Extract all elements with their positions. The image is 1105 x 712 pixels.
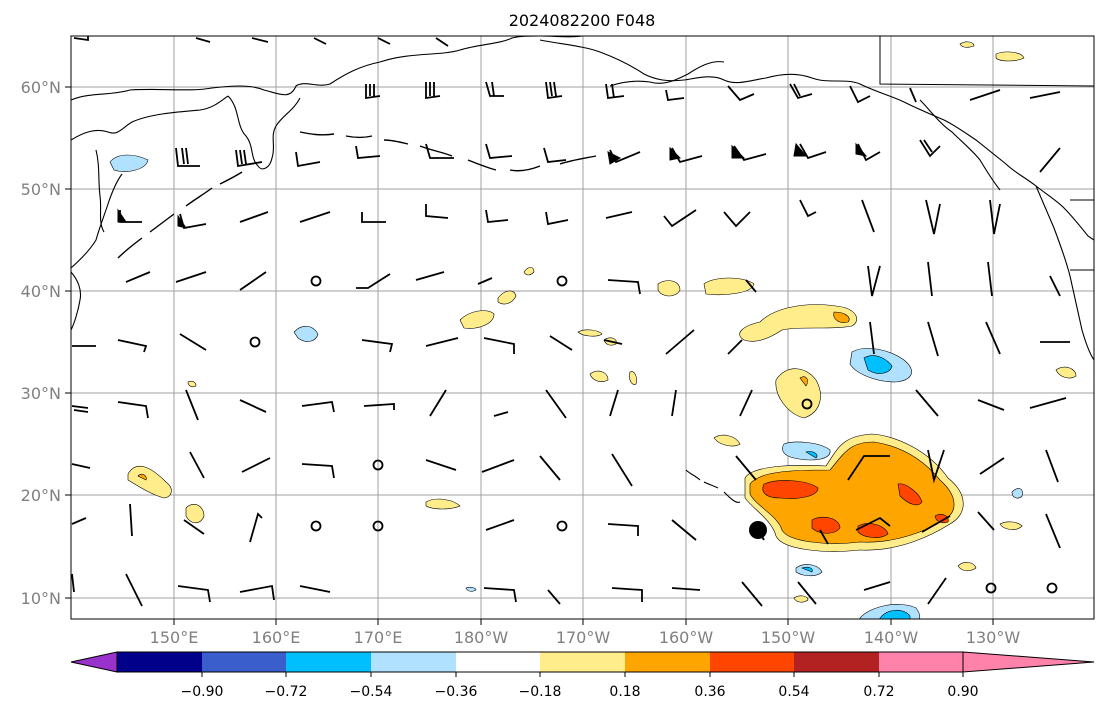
lon-label: 180°W [454, 628, 509, 647]
latitude-labels: 60°N 50°N 40°N 30°N 20°N 10°N [21, 78, 61, 608]
anomaly-max-c [811, 516, 841, 534]
island-chain-kuril [117, 171, 243, 259]
colorbar-tick-label: −0.72 [265, 684, 308, 700]
lon-label: 160°E [252, 628, 301, 647]
positive-anomaly-contours [127, 41, 1077, 603]
coast-japan-b [71, 271, 82, 331]
anomaly-max-e [934, 514, 949, 524]
colorbar-extend-low [70, 651, 118, 673]
anomaly-region-ne [739, 304, 857, 342]
colorbar-tick-label: 0.54 [778, 684, 809, 700]
coast-se-alaska [919, 99, 1001, 191]
colorbar-tick-label: −0.90 [181, 684, 224, 700]
colorbar-segment [625, 652, 710, 672]
colorbar-segment [794, 652, 879, 672]
lon-label: 160°W [659, 628, 714, 647]
colorbar-extend-high [962, 651, 1095, 673]
colorbar-segment [371, 652, 456, 672]
island-chain-aleutian [299, 131, 597, 172]
anomaly-region-north [775, 368, 821, 419]
negative-anomaly-contours [109, 154, 1023, 619]
colorbar-segment [202, 652, 286, 672]
colorbar-tick-label: 0.72 [863, 684, 894, 700]
lat-label: 20°N [21, 486, 61, 505]
coast-japan [71, 173, 123, 269]
coast-canada [1035, 185, 1094, 361]
lat-label: 50°N [21, 180, 61, 199]
colorbar-tick-label: 0.18 [609, 684, 640, 700]
lon-label: 150°W [761, 628, 816, 647]
lat-label: 40°N [21, 282, 61, 301]
islands [117, 131, 597, 259]
colorbar-segment [117, 652, 202, 672]
anomaly-region-ne-core [833, 311, 850, 323]
lat-label: 30°N [21, 384, 61, 403]
anomaly-region-main-core [749, 441, 955, 544]
anomaly-max-a [762, 480, 819, 499]
coast-sea-of-okhotsk [71, 95, 229, 141]
wind-barbs [71, 36, 1070, 607]
colorbar-segment [540, 652, 625, 672]
anomaly-region-north-core [799, 376, 808, 387]
lon-label: 130°W [966, 628, 1021, 647]
colorbar-segment [456, 652, 540, 672]
lat-label: 10°N [21, 589, 61, 608]
colorbar-tick-label: −0.18 [519, 684, 562, 700]
plot-area [71, 36, 1094, 619]
lon-label: 140°W [864, 628, 919, 647]
coastlines [71, 36, 1094, 503]
colorbar-segment [879, 652, 963, 672]
colorbar-tick-label: −0.54 [350, 684, 393, 700]
map-title: 2024082200 F048 [509, 11, 656, 30]
coast-alaska [539, 39, 1094, 241]
borders [879, 36, 1094, 271]
lon-label: 170°W [556, 628, 611, 647]
anomaly-max-b [897, 483, 923, 506]
colorbar-segment [286, 652, 371, 672]
longitude-labels: 150°E 160°E 170°E 180°W 170°W 160°W 150°… [150, 628, 1021, 647]
gridlines [71, 36, 1094, 619]
coast-peninsula [609, 61, 725, 87]
colorbar-tick-label: 0.90 [947, 684, 978, 700]
coast-hawaii [685, 469, 741, 503]
coast-siberia [71, 36, 541, 101]
lon-label: 170°E [354, 628, 403, 647]
wind-pennants [117, 142, 868, 229]
colorbar: −0.90 −0.72 −0.54 −0.36 −0.18 0.18 0.36 … [70, 651, 1095, 700]
lon-label: 150°E [150, 628, 199, 647]
storm-center-marker [749, 521, 767, 539]
colorbar-tick-label: 0.36 [694, 684, 725, 700]
colorbar-tick-label: −0.36 [435, 684, 478, 700]
axis-ticks [65, 86, 994, 625]
coast-kamchatka [227, 95, 301, 170]
colorbar-segment [710, 652, 794, 672]
lat-label: 60°N [21, 78, 61, 97]
calm-circles [249, 275, 1058, 594]
